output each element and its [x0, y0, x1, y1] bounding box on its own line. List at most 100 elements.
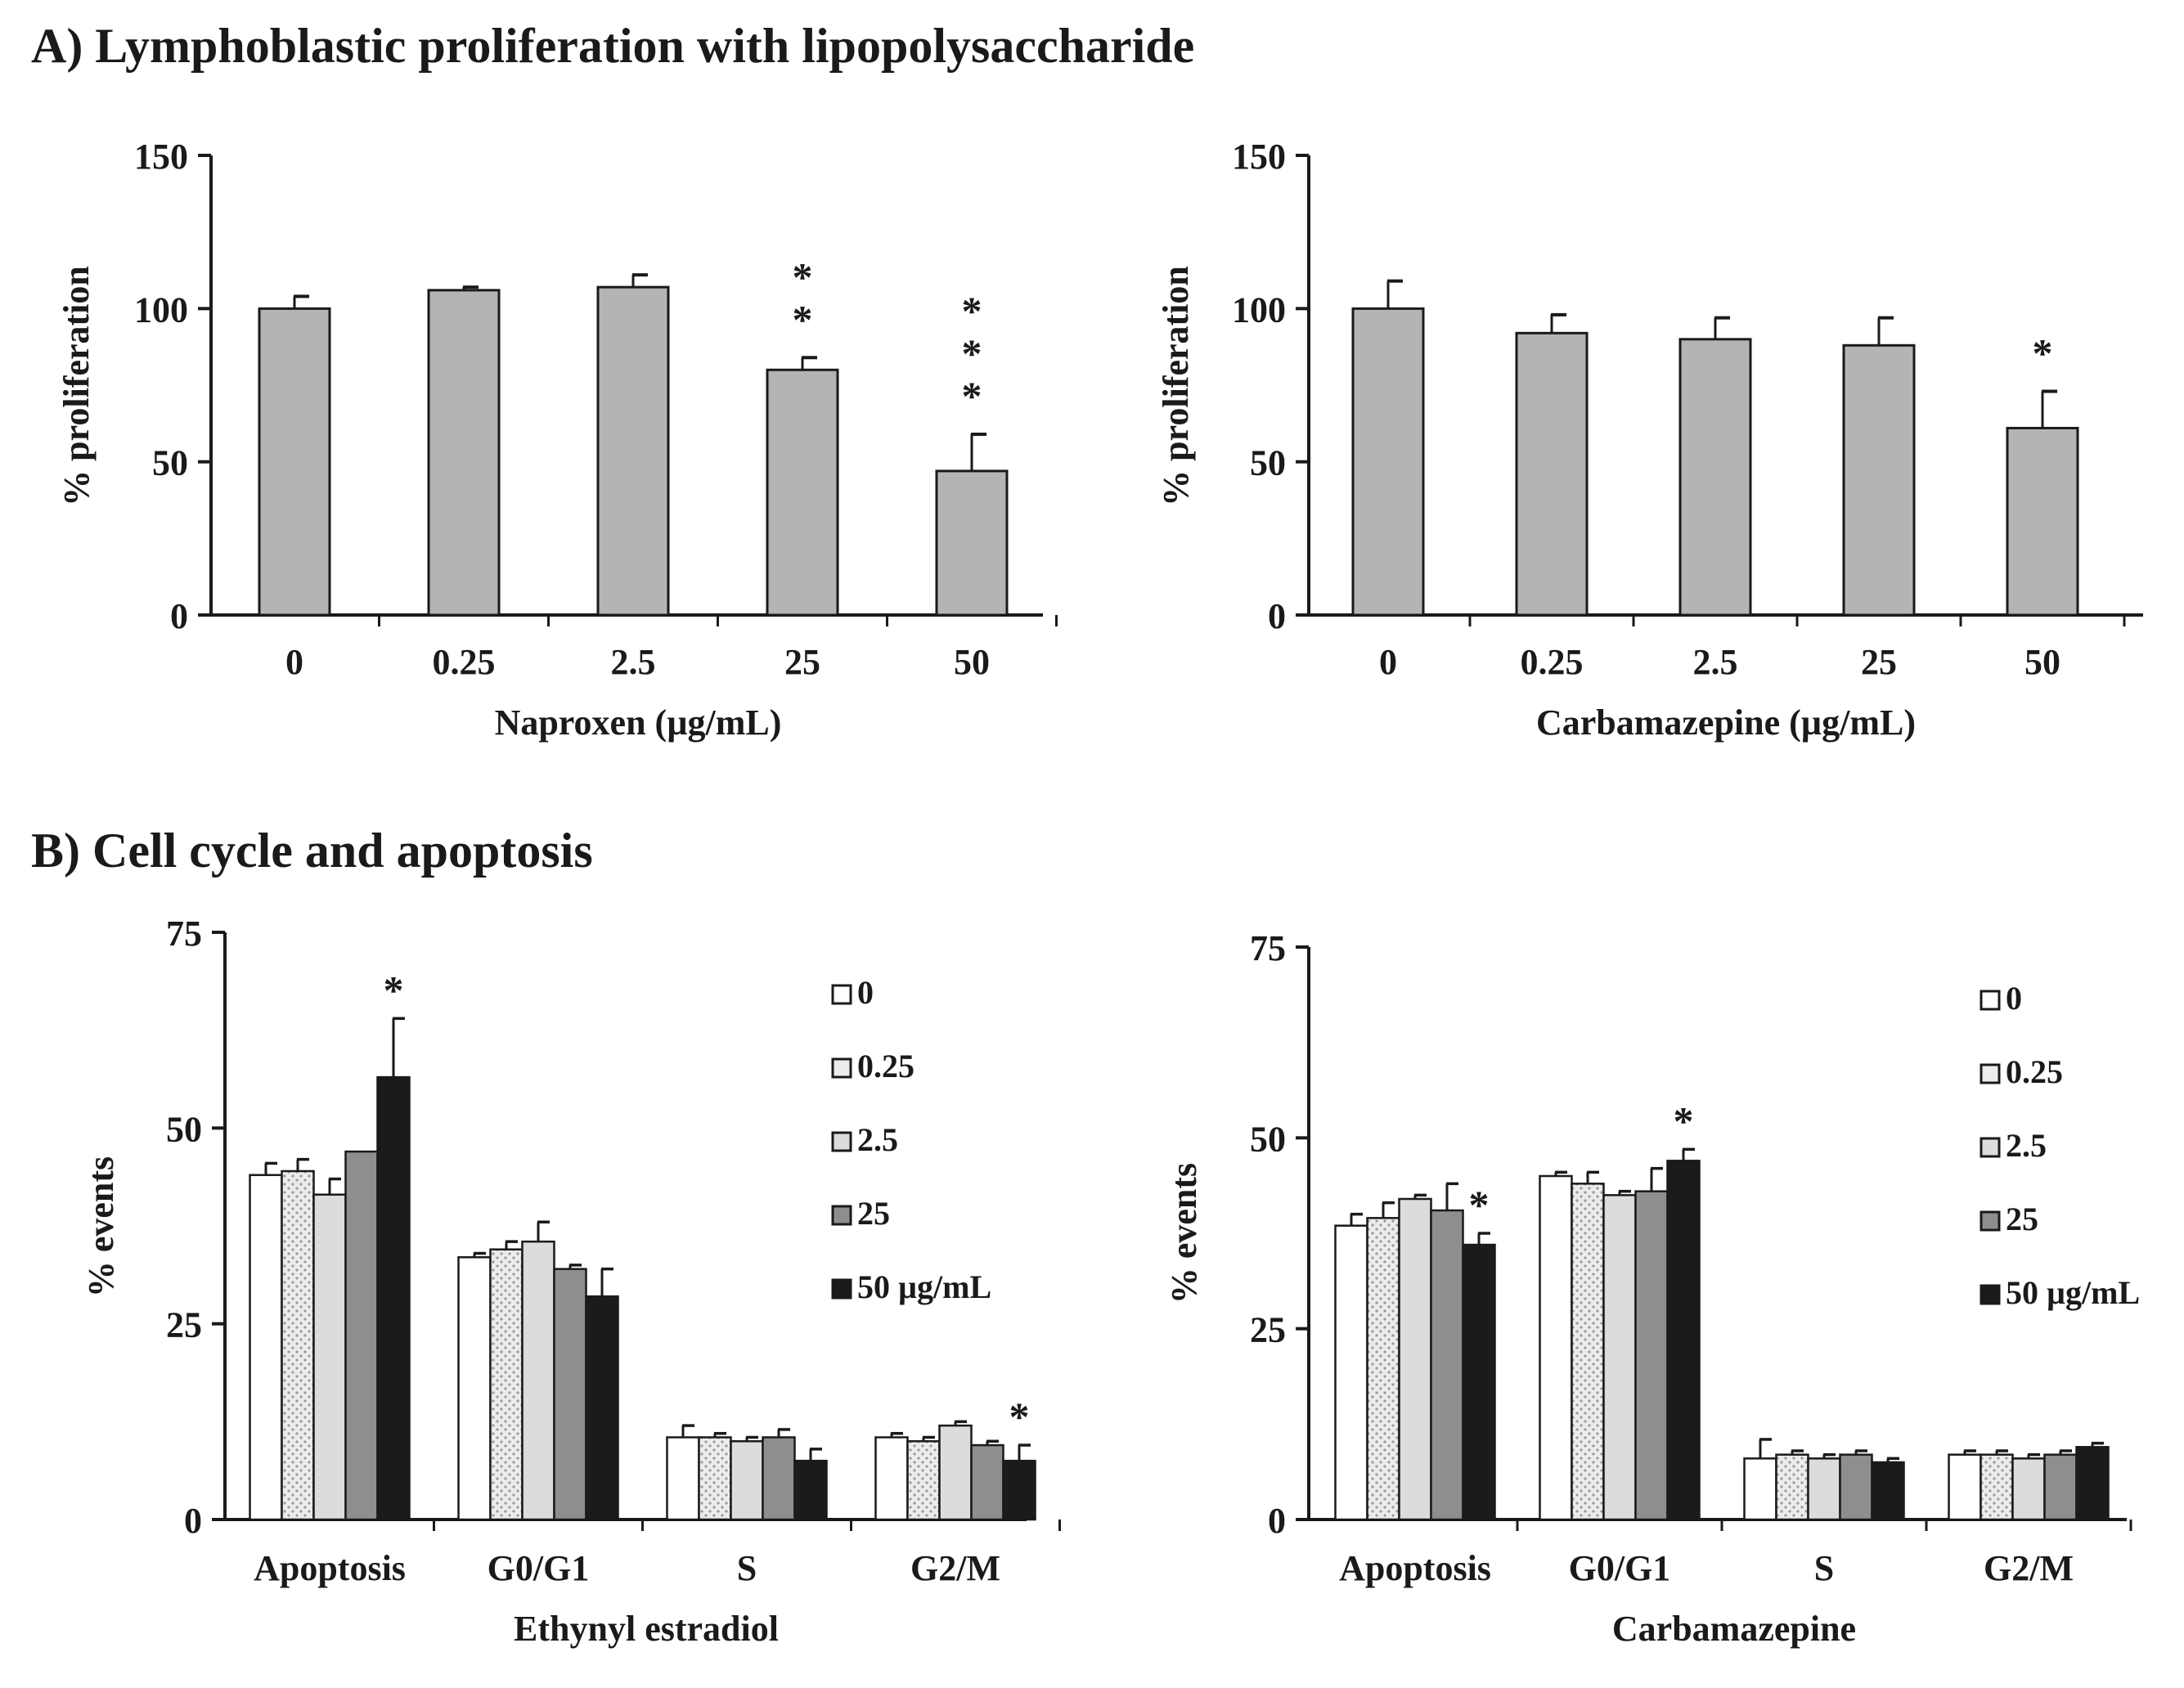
legend-label: 50 µg/mL: [2006, 1274, 2140, 1311]
bar: [1351, 307, 1425, 617]
legend-label: 0.25: [2006, 1053, 2063, 1090]
x-tick-label: G2/M: [1984, 1548, 2074, 1588]
legend-swatch: [831, 1278, 852, 1300]
bar: [376, 1075, 411, 1521]
legend-label: 50 µg/mL: [857, 1268, 991, 1305]
significance-star: *: [2033, 330, 2053, 375]
bar: [874, 1436, 909, 1521]
x-tick-label: G2/M: [910, 1548, 1000, 1588]
y-tick-label: 0: [184, 1501, 202, 1541]
chart-cbz_cellcycle: 0 25 50 75 % events Carbamazepine * Apoptosis * G…: [1164, 928, 2140, 1649]
bar: [249, 1174, 283, 1521]
bar: [1634, 1190, 1669, 1521]
y-tick-label: 0: [1268, 1501, 1286, 1541]
y-tick-label: 75: [166, 914, 202, 954]
legend-swatch: [1980, 1210, 2001, 1232]
legend-swatch: [831, 984, 852, 1005]
bar: [521, 1240, 555, 1521]
significance-star: *: [962, 373, 982, 419]
bar: [970, 1443, 1004, 1521]
x-tick-label: 0.25: [1521, 642, 1584, 682]
x-axis-label: Carbamazepine (µg/mL): [1536, 703, 1916, 743]
legend-label: 25: [857, 1195, 890, 1232]
legend-swatch: [1980, 1137, 2001, 1158]
bar: [1948, 1453, 1982, 1521]
bar: [1839, 1453, 1873, 1521]
legend-swatch: [831, 1057, 852, 1079]
legend-label: 0: [2006, 980, 2022, 1017]
bar: [2011, 1457, 2046, 1521]
x-tick-label: 25: [1861, 642, 1897, 682]
x-tick-label: 0: [1379, 642, 1397, 682]
x-axis-label: Ethynyl estradiol: [514, 1609, 779, 1649]
significance-star: *: [793, 296, 813, 342]
x-tick-label: 25: [784, 642, 820, 682]
bar: [1334, 1224, 1368, 1521]
bar: [1398, 1197, 1432, 1521]
bar: [666, 1436, 700, 1521]
section-b-title: B) Cell cycle and apoptosis: [31, 824, 593, 878]
x-tick-label: S: [737, 1548, 757, 1588]
chart-naproxen: 0 50 100 150 % proliferation Naproxen (µg/mL)…: [56, 137, 1058, 743]
bar: [1743, 1457, 1777, 1521]
y-tick-label: 50: [1250, 1119, 1286, 1159]
bar: [730, 1440, 764, 1521]
y-axis-label: % events: [1164, 1163, 1204, 1304]
bar: [1515, 331, 1589, 617]
legend-swatch: [1980, 990, 2001, 1011]
bar: [1571, 1183, 1605, 1521]
x-tick-label: 50: [954, 642, 990, 682]
legend-label: 0.25: [857, 1048, 914, 1084]
chart-carbamazepine_prolif: 0 50 100 150 % proliferation Carbamazepine (µ…: [1156, 137, 2143, 743]
bar: [1775, 1453, 1809, 1521]
legend-label: 2.5: [857, 1121, 898, 1158]
bar: [312, 1193, 347, 1521]
significance-star: *: [962, 330, 982, 376]
y-axis-label: % proliferation: [1156, 266, 1196, 506]
bar: [1539, 1174, 1573, 1521]
y-tick-label: 25: [166, 1305, 202, 1345]
y-tick-label: 75: [1250, 928, 1286, 968]
x-axis-label: Carbamazepine: [1612, 1609, 1856, 1649]
bar: [427, 289, 501, 617]
significance-star: *: [1674, 1098, 1694, 1143]
bar: [1430, 1209, 1464, 1521]
chart-ee_cellcycle: 0 25 50 75 % events Ethynyl estradiol * Apoptos…: [81, 914, 1061, 1649]
significance-star: *: [793, 254, 813, 299]
legend-swatch: [831, 1205, 852, 1226]
x-axis-label: Naproxen (µg/mL): [495, 703, 782, 743]
x-tick-label: S: [1814, 1548, 1834, 1588]
bar: [2043, 1453, 2078, 1521]
bar: [489, 1248, 524, 1521]
bar: [762, 1436, 796, 1521]
bar: [2006, 426, 2079, 617]
y-tick-label: 25: [1250, 1310, 1286, 1350]
bar: [258, 307, 331, 617]
bar: [1002, 1459, 1036, 1521]
y-tick-label: 100: [134, 290, 188, 330]
bar: [344, 1150, 379, 1521]
bar: [766, 368, 839, 617]
legend-label: 2.5: [2006, 1127, 2047, 1164]
x-tick-label: 2.5: [611, 642, 656, 682]
bar: [1980, 1453, 2014, 1521]
bar: [1807, 1457, 1841, 1521]
x-tick-label: Apoptosis: [254, 1548, 406, 1588]
x-tick-label: 0: [285, 642, 303, 682]
bar: [906, 1440, 941, 1521]
bar: [935, 469, 1009, 617]
bar: [1462, 1243, 1496, 1521]
significance-star: *: [1009, 1394, 1030, 1439]
x-tick-label: G0/G1: [1569, 1548, 1671, 1588]
bar: [1678, 338, 1752, 617]
significance-star: *: [962, 288, 982, 334]
y-tick-label: 150: [1232, 137, 1286, 177]
x-tick-label: G0/G1: [488, 1548, 590, 1588]
bar: [1871, 1461, 1905, 1521]
bar: [457, 1256, 492, 1521]
y-tick-label: 50: [152, 443, 188, 483]
bar: [1366, 1217, 1400, 1521]
legend-swatch: [1980, 1063, 2001, 1084]
bar: [698, 1436, 732, 1521]
